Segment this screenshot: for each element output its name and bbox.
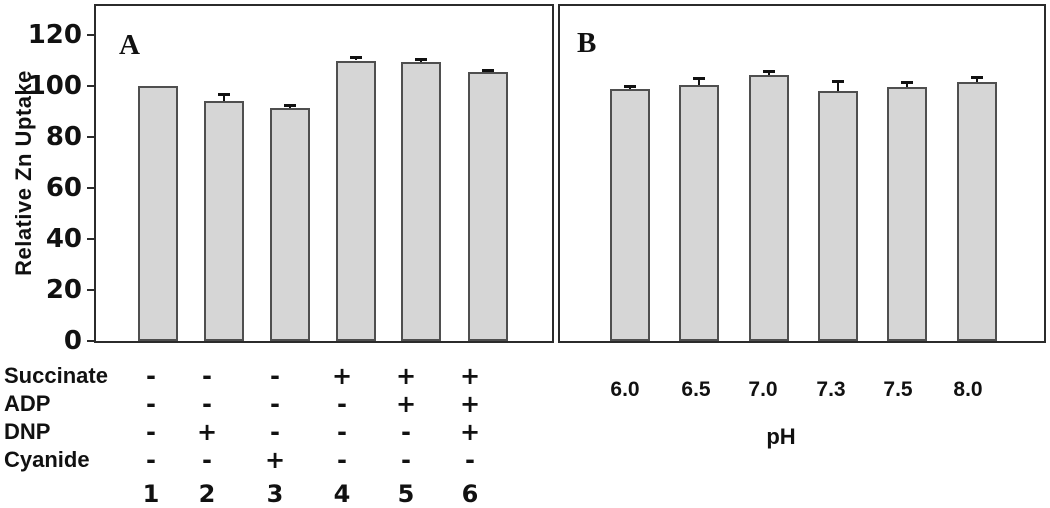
y-tick-40 [87,238,94,240]
y-tick-label-60: 60 [45,173,82,203]
condition-row-label-cyanide: Cyanide [4,447,90,472]
lane-number-6: 6 [461,480,479,508]
condition-succinate-lane-5: + [395,362,417,390]
x-axis-title-ph: pH [766,424,796,449]
condition-succinate-lane-2: - [202,362,212,390]
lane-number-3: 3 [266,480,284,508]
ph-tick-label-7.3: 7.3 [816,378,846,401]
condition-dnp-lane-1: - [146,418,156,446]
y-tick-label-40: 40 [45,224,82,254]
y-tick-label-100: 100 [27,71,82,101]
panel-b-label: B [577,27,597,59]
y-tick-120 [87,34,94,36]
condition-adp-lane-6: + [459,390,481,418]
condition-row-label-succinate: Succinate [4,363,108,388]
lane-number-1: 1 [142,480,160,508]
condition-adp-lane-1: - [146,390,156,418]
y-tick-label-120: 120 [27,20,82,50]
panel-b-errorbar-cap-6 [971,76,983,80]
panel-a-label: A [119,29,140,61]
ph-tick-label-8.0: 8.0 [953,378,983,401]
condition-cyanide-lane-1: - [146,446,156,474]
panel-a-bar-6 [468,71,508,341]
condition-succinate-lane-3: - [270,362,280,390]
condition-adp-lane-5: + [395,390,417,418]
condition-cyanide-lane-4: - [337,446,347,474]
panel-a-bar-5 [401,61,441,341]
lane-number-2: 2 [198,480,216,508]
lane-number-4: 4 [333,480,351,508]
panel-a-errorbar-cap-6 [482,69,494,73]
panel-b-errorbar-stem-2 [698,78,700,85]
condition-row-label-adp: ADP [4,391,51,416]
condition-dnp-lane-5: - [401,418,411,446]
ph-tick-label-7.5: 7.5 [883,378,913,401]
ph-tick-label-6.0: 6.0 [610,378,640,401]
condition-adp-lane-3: - [270,390,280,418]
panel-a-bar-1 [138,86,178,341]
panel-a-bar-3 [270,107,310,341]
condition-dnp-lane-3: - [270,418,280,446]
panel-b-bar-3 [749,74,789,341]
y-tick-60 [87,187,94,189]
condition-succinate-lane-4: + [331,362,353,390]
panel-b-bar-6 [957,82,997,341]
condition-cyanide-lane-5: - [401,446,411,474]
panel-b-bar-4 [818,91,858,341]
condition-cyanide-lane-3: + [264,446,286,474]
panel-a-errorbar-cap-5 [415,58,427,62]
y-tick-80 [87,136,94,138]
y-tick-label-80: 80 [45,122,82,152]
condition-succinate-lane-1: - [146,362,156,390]
condition-row-label-dnp: DNP [4,419,51,444]
panel-a-bar-2 [204,101,244,341]
condition-dnp-lane-2: + [196,418,218,446]
panel-a-errorbar-cap-3 [284,104,296,108]
panel-b-bar-1 [610,88,650,341]
panel-b-errorbar-stem-6 [976,77,978,83]
panel-b-errorbar-cap-2 [693,77,705,81]
y-tick-20 [87,289,94,291]
condition-succinate-lane-6: + [459,362,481,390]
condition-cyanide-lane-6: - [465,446,475,474]
panel-b-errorbar-cap-4 [832,79,844,83]
y-tick-0 [87,340,94,342]
y-tick-label-0: 0 [63,326,82,356]
panel-b-errorbar-stem-5 [906,82,908,88]
panel-a-errorbar-cap-2 [218,92,230,96]
ph-tick-label-6.5: 6.5 [681,378,711,401]
y-tick-label-20: 20 [45,275,82,305]
panel-b-bar-2 [679,84,719,341]
condition-dnp-lane-4: - [337,418,347,446]
condition-adp-lane-4: - [337,390,347,418]
condition-adp-lane-2: - [202,390,212,418]
panel-b-errorbar-cap-5 [901,81,913,85]
condition-cyanide-lane-2: - [202,446,212,474]
ph-tick-label-7.0: 7.0 [748,378,778,401]
panel-b-errorbar-cap-1 [624,85,636,88]
panel-a-bar-4 [336,60,376,341]
condition-dnp-lane-6: + [459,418,481,446]
panel-a-errorbar-stem-2 [223,93,225,102]
y-tick-100 [87,85,94,87]
panel-b-bar-5 [887,87,927,341]
panel-b-errorbar-stem-4 [837,80,839,92]
panel-a-errorbar-cap-4 [350,55,362,59]
lane-number-5: 5 [397,480,415,508]
panel-b-errorbar-cap-3 [763,69,775,73]
